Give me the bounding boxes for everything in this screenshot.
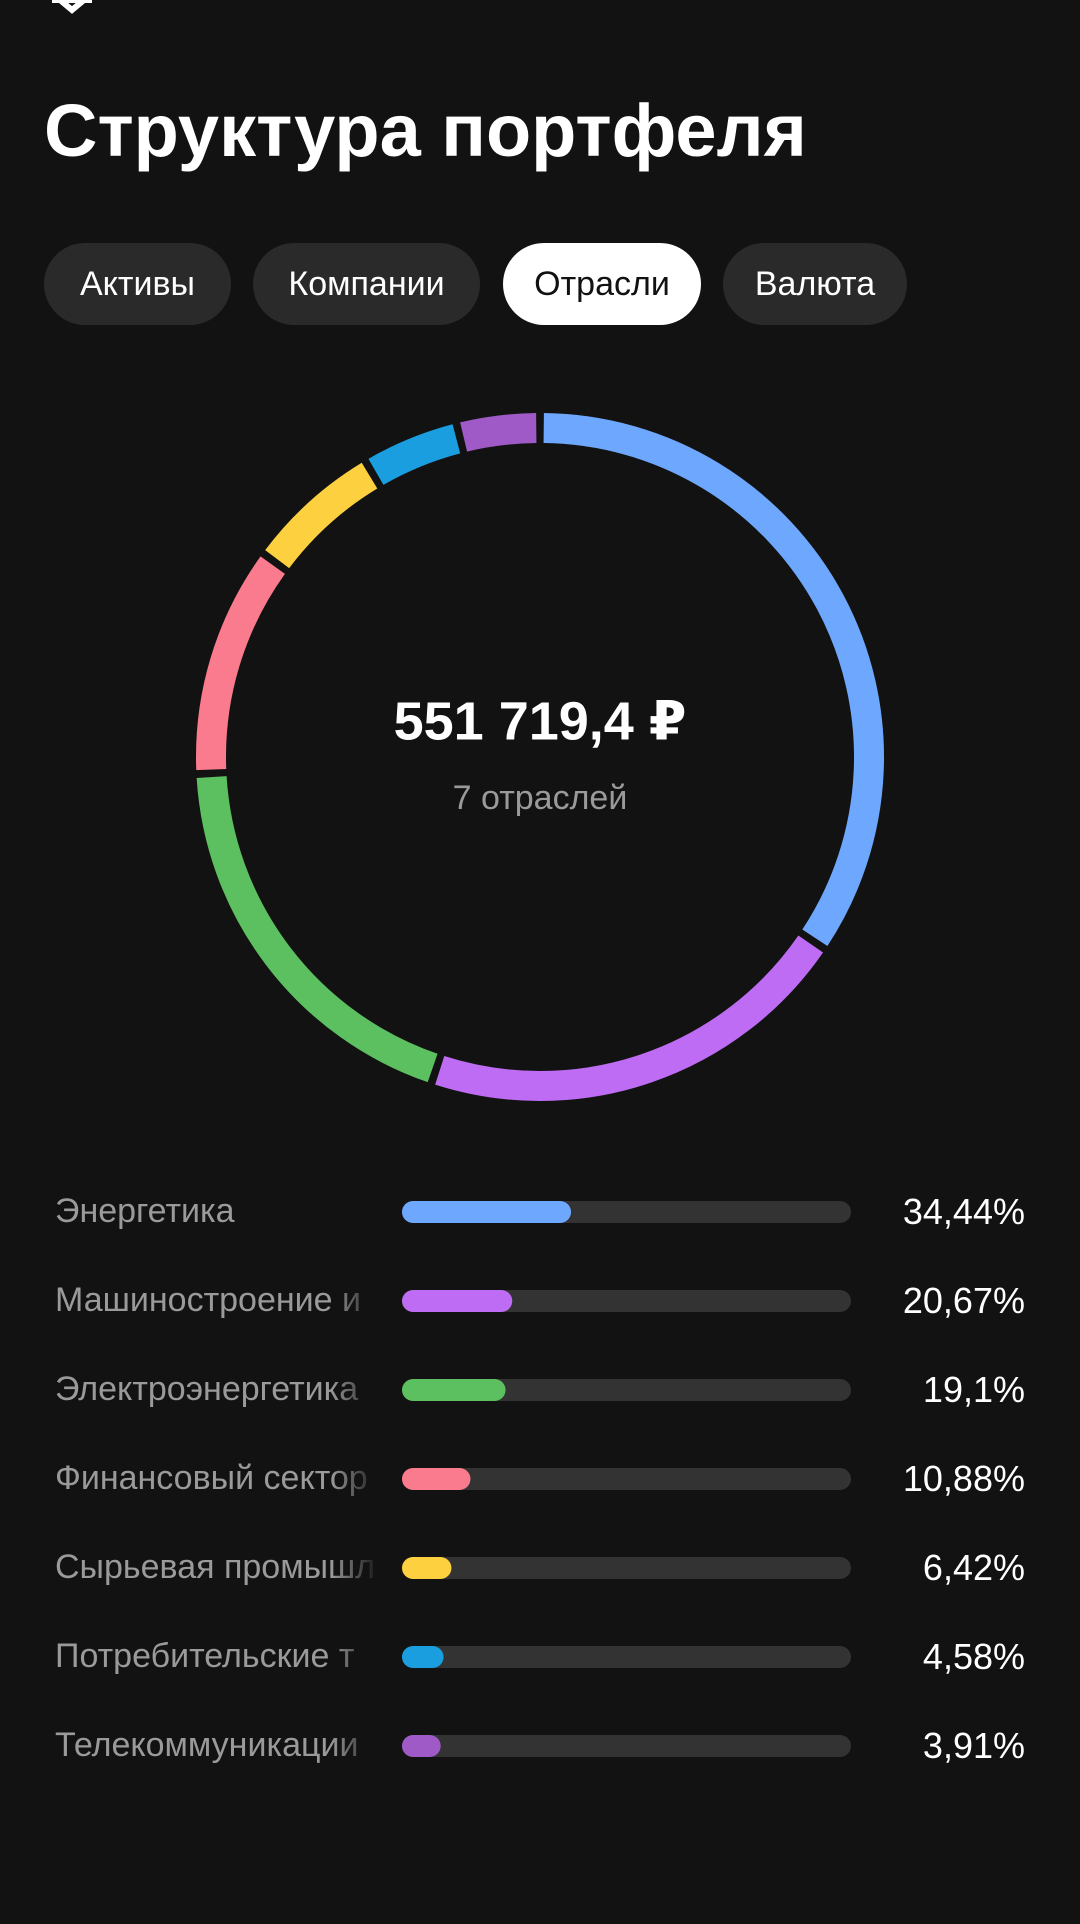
tab[interactable]: Компании [253, 243, 480, 325]
donut-segment [265, 462, 378, 569]
bar-track [402, 1557, 851, 1579]
value-label: 6,42% [922, 1547, 1025, 1588]
tab[interactable]: Отрасли [503, 243, 701, 325]
value-label: 34,44% [902, 1191, 1025, 1232]
donut-segment [543, 413, 884, 947]
bar [402, 1290, 513, 1312]
donut-segment [368, 424, 461, 485]
tab[interactable]: Валюта [723, 243, 907, 325]
donut-segment [460, 413, 537, 452]
category-label: Сырьевая промышл [55, 1548, 376, 1586]
donut-segment [435, 935, 824, 1101]
bar-track [402, 1468, 851, 1490]
category-label: Потребительские т [55, 1637, 355, 1675]
bar [402, 1468, 471, 1490]
value-label: 20,67% [902, 1280, 1025, 1321]
donut-segment [196, 776, 438, 1083]
bar-track [402, 1379, 851, 1401]
category-label: Финансовый сектор [55, 1459, 368, 1497]
donut-segment [196, 556, 285, 771]
value-label: 10,88% [902, 1458, 1025, 1499]
category-label: Машиностроение и [55, 1281, 361, 1319]
bar-track [402, 1646, 851, 1668]
total-caption: 7 отраслей [453, 779, 628, 817]
category-label: Электроэнергетика [55, 1370, 359, 1408]
bar-track [402, 1290, 851, 1312]
close-icon[interactable] [52, 0, 92, 14]
bar-track [402, 1735, 851, 1757]
value-label: 19,1% [922, 1369, 1025, 1410]
category-label: Телекоммуникации [55, 1726, 359, 1764]
total-value: 551 719,4 ₽ [394, 691, 687, 751]
bar [402, 1557, 452, 1579]
value-label: 4,58% [922, 1636, 1025, 1677]
category-label: Энергетика [55, 1192, 235, 1230]
bar [402, 1201, 572, 1223]
value-label: 3,91% [922, 1725, 1025, 1766]
bar [402, 1646, 444, 1668]
bar [402, 1735, 441, 1757]
bar [402, 1379, 506, 1401]
page-title: Структура портфеля [44, 89, 807, 172]
tab[interactable]: Активы [44, 243, 231, 325]
